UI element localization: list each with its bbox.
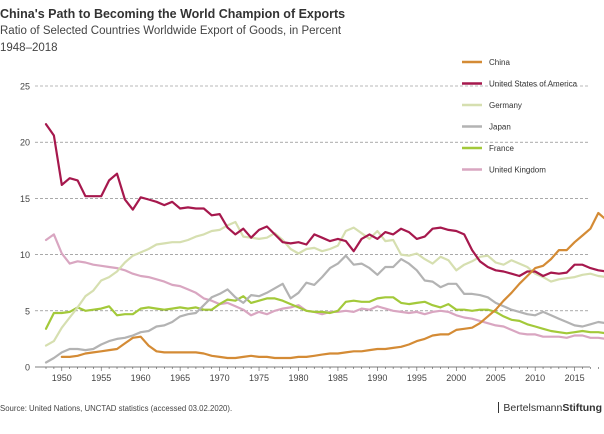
y-tick-label-25: 25 [20,82,30,92]
chart-subtitle: Ratio of Selected Countries Worldwide Ex… [0,25,342,37]
legend-label-france: France [489,144,514,153]
chart-title: China's Path to Becoming the World Champ… [0,7,346,21]
series-line-china [60,211,604,360]
brand-bold: Stiftung [562,402,602,414]
brand-light: Bertelsmann [503,402,563,414]
series-line-united-states-of-america [44,123,604,278]
legend-label-china: China [489,58,510,67]
legend-label-united-states-of-america: United States of America [489,80,578,89]
legend-label-united-kingdom: United Kingdom [489,166,546,175]
legend-label-germany: Germany [489,101,522,110]
series-lines [44,123,604,364]
axes: 0 5 10 15 20 25 1950 1955 1960 1965 1970 1975 1980 19… [20,82,599,383]
x-tick-label-1985: 1985 [328,373,348,383]
x-tick-label-1975: 1975 [249,373,269,383]
y-tick-label-20: 20 [20,138,30,148]
x-tick-label-2015: 2015 [565,373,585,383]
x-tick-label-1950: 1950 [52,373,72,383]
y-tick-label-0: 0 [25,363,30,373]
x-tick-label-2010: 2010 [525,373,545,383]
series-line-france [44,295,604,335]
y-tick-label-5: 5 [25,306,30,316]
brand-logo: BertelsmannStiftung [498,402,602,414]
source-note: Source: United Nations, UNCTAD statistic… [0,404,233,413]
chart-year-range: 1948–2018 [0,42,58,54]
x-tick-label-2005: 2005 [486,373,506,383]
x-tick-label-1955: 1955 [91,373,111,383]
x-tick-label-2000: 2000 [446,373,466,383]
x-tick-label-1995: 1995 [407,373,427,383]
x-tick-label-1970: 1970 [210,373,230,383]
x-tick-label-1965: 1965 [170,373,190,383]
grid-lines [35,85,590,312]
series-line-japan [44,254,604,364]
legend-label-japan: Japan [489,123,511,132]
y-tick-label-15: 15 [20,194,30,204]
y-tick-label-10: 10 [20,250,30,260]
x-tick-label-1990: 1990 [367,373,387,383]
brand-divider [498,402,500,413]
series-line-germany [44,220,604,347]
x-tick-label-1960: 1960 [131,373,151,383]
legend: China United States of America Germany Japa… [462,58,578,175]
x-tick-label-1980: 1980 [288,373,308,383]
